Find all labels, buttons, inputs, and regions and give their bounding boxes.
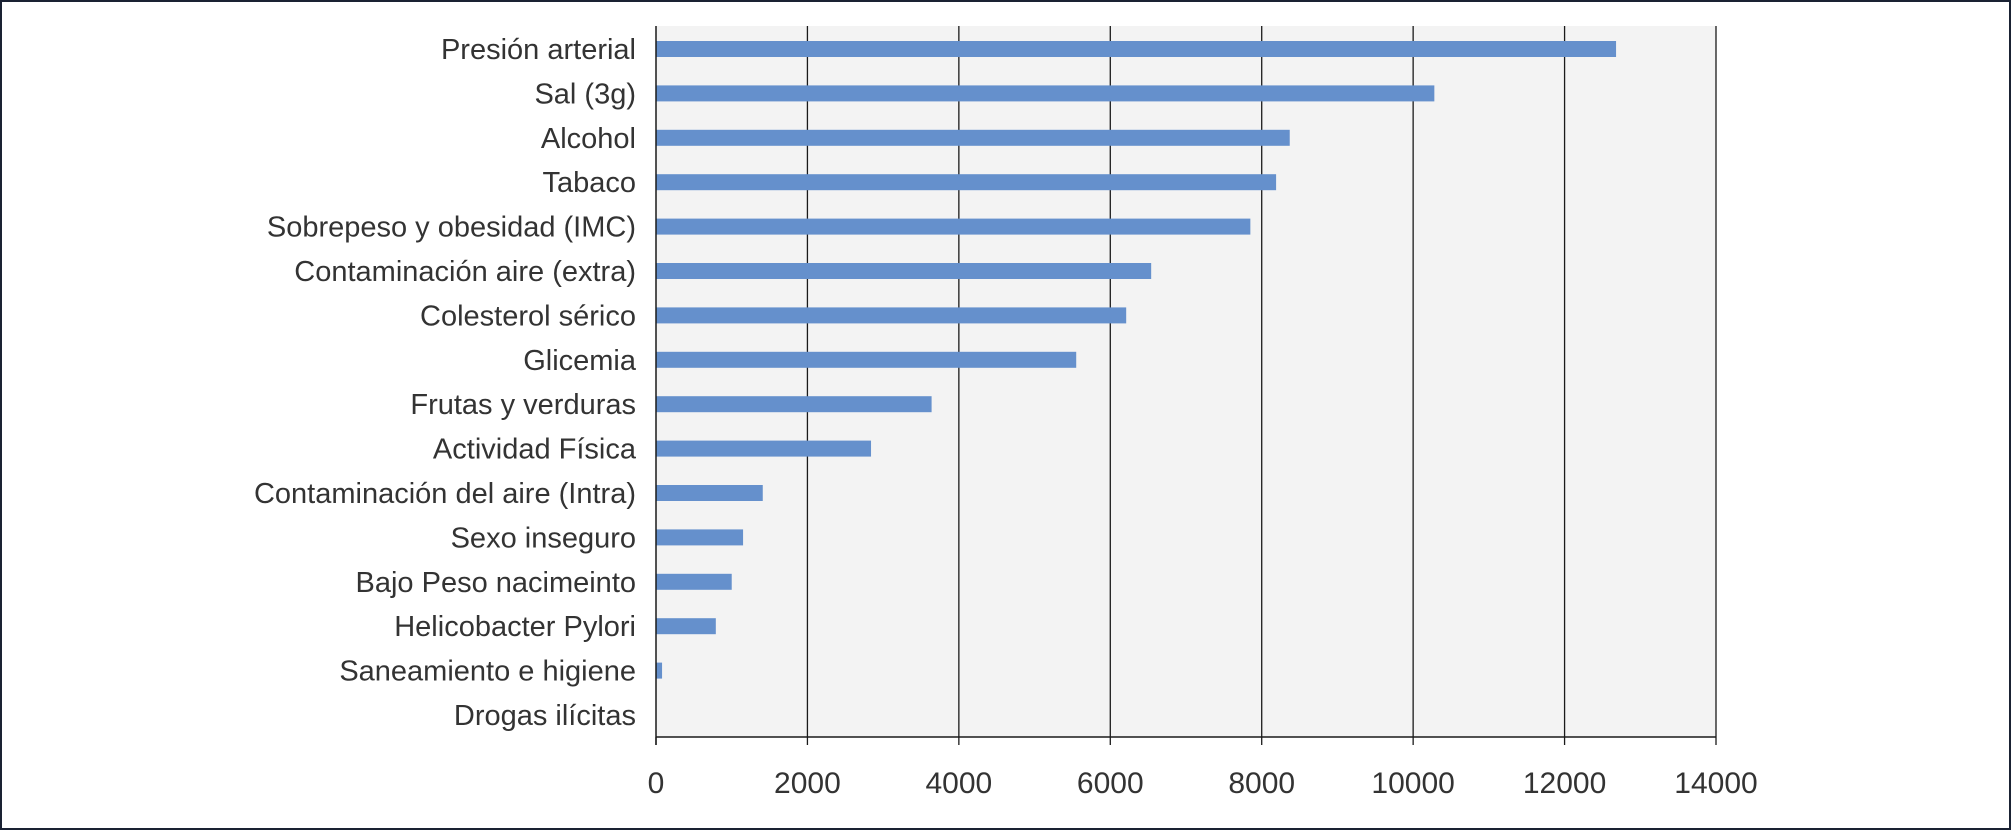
bar <box>656 485 763 501</box>
bar <box>656 129 1290 146</box>
bar <box>656 396 932 413</box>
bar <box>656 174 1277 191</box>
x-tick-label: 4000 <box>925 767 992 800</box>
category-label: Contaminación del aire (Intra) <box>254 478 636 510</box>
x-tick-label: 12000 <box>1523 767 1606 800</box>
x-tick-label: 0 <box>648 767 665 800</box>
bars <box>656 41 1617 679</box>
category-label: Contaminación aire (extra) <box>294 256 636 288</box>
category-label: Alcohol <box>541 123 636 155</box>
bar <box>656 307 1127 324</box>
bar <box>656 618 716 635</box>
category-label: Presión arterial <box>441 34 636 66</box>
axes <box>655 26 1717 745</box>
x-tick-label: 8000 <box>1228 767 1295 800</box>
category-label: Bajo Peso nacimeinto <box>356 567 637 599</box>
category-label: Sal (3g) <box>534 78 636 110</box>
category-label: Colesterol sérico <box>420 300 636 332</box>
category-label: Frutas y verduras <box>410 389 636 421</box>
category-label: Saneamiento e higiene <box>339 656 636 688</box>
bar <box>656 662 663 679</box>
category-label: Sexo inseguro <box>451 522 636 554</box>
bar <box>656 573 732 590</box>
category-label: Actividad Física <box>433 434 637 466</box>
bar <box>656 85 1435 102</box>
category-label: Helicobacter Pylori <box>394 611 636 643</box>
bar <box>656 351 1077 368</box>
bar <box>656 218 1251 235</box>
category-label: Glicemia <box>523 345 637 377</box>
x-tick-label: 10000 <box>1371 767 1454 800</box>
category-label: Drogas ilícitas <box>454 700 636 732</box>
x-tick-label: 6000 <box>1077 767 1144 800</box>
category-labels: Presión arterial Sal (3g) Alcohol Tabaco Sob… <box>254 34 637 732</box>
category-label: Sobrepeso y obesidad (IMC) <box>267 212 636 244</box>
x-tick-label: 14000 <box>1674 767 1757 800</box>
category-label: Tabaco <box>542 167 636 199</box>
bar <box>656 529 744 546</box>
x-tick-labels: 0 2000 4000 6000 8000 10000 12000 14000 <box>648 767 1758 800</box>
bar <box>656 263 1152 279</box>
x-tick-label: 2000 <box>774 767 841 800</box>
bar <box>656 41 1617 57</box>
bar <box>656 440 872 457</box>
